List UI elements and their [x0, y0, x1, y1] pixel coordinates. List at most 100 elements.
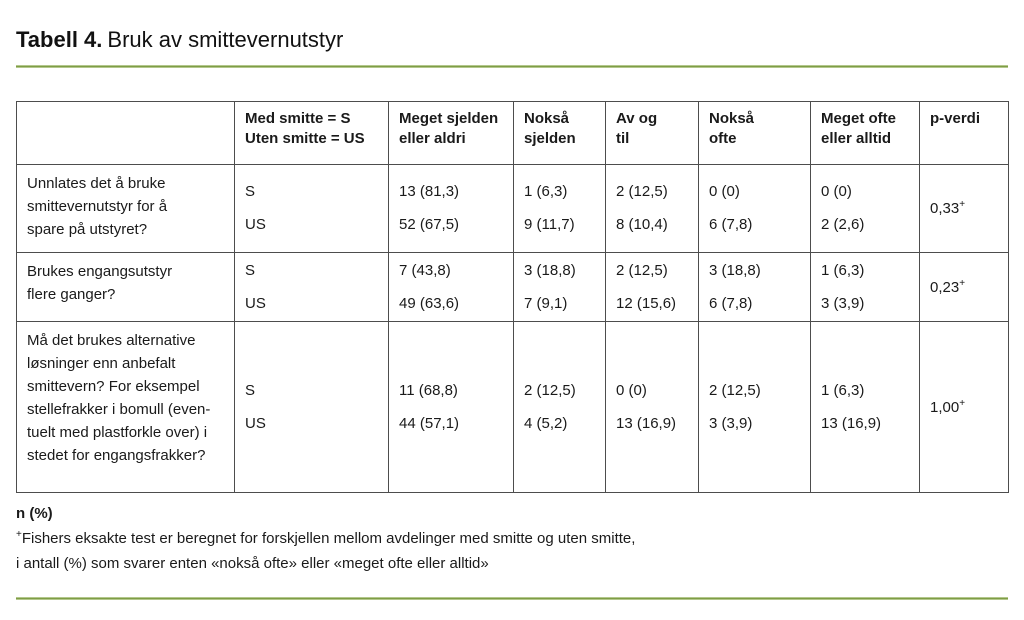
label-us: US — [245, 294, 266, 312]
value-us: 13 (16,9) — [616, 414, 677, 432]
table-row: Må det brukes alternative løsninger enn … — [16, 321, 1009, 493]
question-cell: Unnlates det å bruke smittevernutstyr fo… — [16, 164, 235, 253]
p-value: 0,33 — [930, 200, 960, 217]
value-us: 49 (63,6) — [399, 294, 460, 312]
value-us: 3 (3,9) — [709, 414, 753, 432]
p-value-cell: 1,00+ — [919, 321, 1009, 493]
value-s: 2 (12,5) — [616, 261, 668, 279]
value-us: 13 (16,9) — [821, 414, 882, 432]
data-cell: 0 (0) 6 (7,8) — [698, 164, 811, 253]
header-line: p-verdi — [930, 110, 981, 127]
label-s: S — [245, 381, 256, 399]
header-group-cell: Med smitte = S Uten smitte = US — [234, 101, 389, 165]
value-s: 2 (12,5) — [709, 381, 761, 399]
footnote-superscript: + — [16, 529, 22, 540]
data-cell: 2 (12,5) 3 (3,9) — [698, 321, 811, 493]
header-col-noksa-sjelden: Nokså sjelden — [513, 101, 606, 165]
smittevernutstyr-table: Med smitte = S Uten smitte = US Meget sj… — [16, 101, 1009, 493]
value-s: 11 (68,8) — [399, 381, 458, 399]
value-us: 52 (67,5) — [399, 216, 460, 233]
p-value-cell: 0,23+ — [919, 252, 1009, 322]
question-line: smittevernutstyr for å — [27, 198, 168, 215]
table-row: Unnlates det å bruke smittevernutstyr fo… — [16, 164, 1009, 253]
data-cell: 7 (43,8) 49 (63,6) — [388, 252, 514, 322]
value-s: 0 (0) — [821, 183, 852, 200]
value-s: 1 (6,3) — [524, 183, 568, 200]
data-cell: 3 (18,8) 7 (9,1) — [513, 252, 606, 322]
p-value: 0,23 — [930, 278, 960, 296]
header-line: ofte — [709, 130, 737, 147]
footnote-block: n (%) +Fishers eksakte test er beregnet … — [16, 502, 1008, 576]
header-line: Nokså — [524, 110, 570, 127]
table-title: Tabell 4. Bruk av smittevernutstyr — [16, 28, 1008, 52]
value-s: 1 (6,3) — [821, 261, 865, 279]
table-title-text: Bruk av smittevernutstyr — [107, 27, 344, 52]
group-label-cell: S US — [234, 164, 389, 253]
value-us: 6 (7,8) — [709, 216, 753, 233]
question-line: flere ganger? — [27, 286, 116, 303]
value-us: 9 (11,7) — [524, 216, 575, 233]
footnote-line-1-text: Fishers eksakte test er beregnet for for… — [21, 530, 636, 547]
footnote-line-2: i antall (%) som svarer enten «nokså oft… — [16, 555, 489, 572]
value-s: 2 (12,5) — [616, 183, 668, 200]
p-value-superscript: + — [959, 397, 966, 409]
header-col-meget-ofte: Meget ofte eller alltid — [810, 101, 920, 165]
header-line: sjelden — [524, 130, 576, 147]
footnote-n-label: n (%) — [16, 505, 53, 522]
data-cell: 13 (81,3) 52 (67,5) — [388, 164, 514, 253]
question-line: tuelt med plastforkle over) i — [27, 424, 208, 441]
p-value: 1,00 — [930, 398, 960, 416]
data-cell: 2 (12,5) 12 (15,6) — [605, 252, 699, 322]
group-label-cell: S US — [234, 252, 389, 322]
value-s: 13 (81,3) — [399, 183, 460, 200]
value-us: 2 (2,6) — [821, 216, 865, 233]
header-group-line-1: Med smitte = S — [245, 110, 351, 127]
value-s: 2 (12,5) — [524, 381, 576, 399]
value-s: 3 (18,8) — [524, 261, 576, 279]
question-line: stellefrakker i bomull (even- — [27, 401, 211, 418]
data-cell: 0 (0) 2 (2,6) — [810, 164, 920, 253]
top-divider-rule — [16, 65, 1008, 68]
footnote-line-1: +Fishers eksakte test er beregnet for fo… — [16, 526, 1008, 551]
label-s: S — [245, 261, 256, 279]
question-line: smittevern? For eksempel — [27, 378, 200, 395]
data-cell: 1 (6,3) 13 (16,9) — [810, 321, 920, 493]
value-s: 7 (43,8) — [399, 261, 451, 279]
header-line: til — [616, 130, 630, 147]
p-value-cell: 0,33+ — [919, 164, 1009, 253]
question-line: spare på utstyret? — [27, 221, 148, 238]
document-page: Tabell 4. Bruk av smittevernutstyr Med sm… — [0, 28, 1024, 600]
table-title-number: Tabell 4. — [16, 27, 103, 52]
value-us: 8 (10,4) — [616, 216, 668, 233]
header-col-meget-sjelden: Meget sjelden eller aldri — [388, 101, 514, 165]
label-us: US — [245, 216, 266, 233]
table-row: Brukes engangsutstyr flere ganger? S US … — [16, 252, 1009, 322]
data-cell: 1 (6,3) 3 (3,9) — [810, 252, 920, 322]
value-us: 6 (7,8) — [709, 294, 753, 312]
data-cell: 2 (12,5) 8 (10,4) — [605, 164, 699, 253]
question-line: Må det brukes alternative — [27, 332, 196, 349]
header-col-noksa-ofte: Nokså ofte — [698, 101, 811, 165]
header-line: Nokså — [709, 110, 755, 127]
question-line: løsninger enn anbefalt — [27, 355, 176, 372]
question-line: Unnlates det å bruke — [27, 175, 166, 192]
header-group-line-2: Uten smitte = US — [245, 130, 365, 147]
header-line: eller aldri — [399, 130, 466, 147]
header-row: Med smitte = S Uten smitte = US Meget sj… — [16, 101, 1009, 165]
header-line: Meget ofte — [821, 110, 896, 127]
value-us: 7 (9,1) — [524, 294, 568, 312]
p-value-superscript: + — [959, 277, 966, 289]
label-us: US — [245, 414, 266, 432]
p-value-superscript: + — [959, 199, 966, 210]
question-cell: Brukes engangsutstyr flere ganger? — [16, 252, 235, 322]
header-col-p-verdi: p-verdi — [919, 101, 1009, 165]
value-s: 1 (6,3) — [821, 381, 865, 399]
question-line: stedet for engangsfrakker? — [27, 447, 206, 464]
bottom-divider-rule — [16, 597, 1008, 600]
header-line: Av og — [616, 110, 658, 127]
value-s: 0 (0) — [709, 183, 740, 200]
value-us: 12 (15,6) — [616, 294, 677, 312]
data-cell: 1 (6,3) 9 (11,7) — [513, 164, 606, 253]
header-empty-cell — [16, 101, 235, 165]
value-s: 0 (0) — [616, 381, 647, 399]
